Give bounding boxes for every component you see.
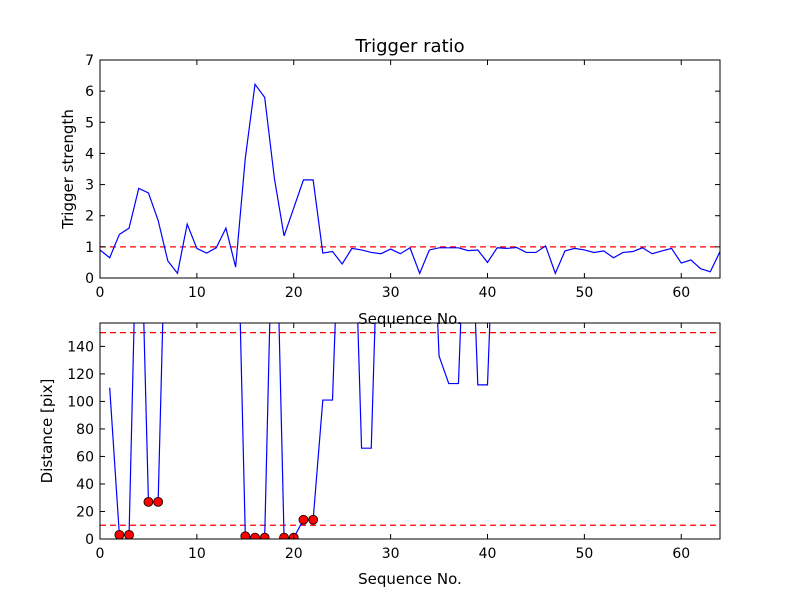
top-y-tick-label: 1 bbox=[85, 240, 94, 256]
top-x-tick-label: 0 bbox=[96, 285, 105, 301]
top-x-tick-label: 50 bbox=[575, 285, 593, 301]
bottom-axes-frame bbox=[99, 322, 721, 540]
bottom-y-tick-label: 80 bbox=[76, 422, 94, 438]
top-chart-title: Trigger ratio bbox=[354, 36, 464, 57]
bottom-x-tick-label: 30 bbox=[382, 546, 400, 562]
bottom-marker-point bbox=[114, 529, 125, 539]
bottom-marker-point bbox=[298, 514, 309, 525]
top-x-axis-label: Sequence No. bbox=[358, 310, 462, 328]
bottom-marker-point bbox=[240, 531, 251, 539]
bottom-y-tick-label: 20 bbox=[76, 504, 94, 520]
bottom-y-tick-label: 0 bbox=[85, 532, 94, 548]
bottom-x-tick-label: 10 bbox=[188, 546, 206, 562]
top-series-line-0 bbox=[100, 82, 720, 275]
bottom-marker-point bbox=[250, 532, 260, 539]
bottom-x-tick-label: 20 bbox=[285, 546, 303, 562]
bottom-y-tick-label: 120 bbox=[67, 367, 94, 383]
top-y-axis-label: Trigger strength bbox=[59, 109, 77, 230]
top-y-tick-label: 0 bbox=[85, 271, 94, 287]
top-y-tick-label: 5 bbox=[85, 115, 94, 131]
bottom-marker-point bbox=[279, 532, 289, 539]
bottom-marker-point bbox=[143, 496, 154, 507]
bottom-ticks: 0 10 20 30 40 50 60 0 20 40 60 80 100 120 140 bbox=[67, 323, 720, 562]
bottom-x-tick-label: 60 bbox=[672, 546, 690, 562]
bottom-y-tick-label: 40 bbox=[76, 477, 94, 493]
top-x-tick-label: 60 bbox=[672, 285, 690, 301]
top-x-tick-label: 40 bbox=[479, 285, 497, 301]
top-x-tick-label: 30 bbox=[382, 285, 400, 301]
bottom-plot-area bbox=[100, 323, 720, 539]
bottom-marker-point bbox=[153, 496, 164, 507]
top-y-tick-label: 6 bbox=[85, 84, 94, 100]
top-x-tick-label: 20 bbox=[285, 285, 303, 301]
bottom-x-tick-label: 50 bbox=[575, 546, 593, 562]
top-y-tick-label: 2 bbox=[85, 209, 94, 225]
bottom-marker-point bbox=[259, 532, 270, 539]
bottom-x-axis-label: Sequence No. bbox=[358, 570, 462, 588]
top-axes-frame bbox=[99, 59, 721, 279]
bottom-series-line-0 bbox=[109, 323, 491, 539]
bottom-y-tick-label: 140 bbox=[67, 339, 94, 355]
top-ticks: 0 10 20 30 40 50 60 0 1 2 3 4 5 6 7 bbox=[85, 53, 720, 301]
bottom-y-axis-label: Distance [pix] bbox=[38, 379, 56, 484]
bottom-y-tick-label: 60 bbox=[76, 449, 94, 465]
bottom-x-tick-label: 40 bbox=[479, 546, 497, 562]
bottom-marker-point bbox=[308, 514, 319, 525]
top-axes: Trigger ratio 0 10 20 30 40 50 60 0 1 2 3 4 5 6 7 Sequ… bbox=[59, 36, 721, 328]
top-plot-area bbox=[100, 82, 720, 275]
bottom-marker-point bbox=[124, 529, 134, 539]
bottom-x-tick-label: 0 bbox=[96, 546, 105, 562]
bottom-axes: 0 10 20 30 40 50 60 0 20 40 60 80 100 120 140 Sequence… bbox=[38, 322, 721, 588]
top-x-tick-label: 10 bbox=[188, 285, 206, 301]
bottom-y-tick-label: 100 bbox=[67, 394, 94, 410]
top-y-tick-label: 7 bbox=[85, 53, 94, 69]
top-y-tick-label: 3 bbox=[85, 178, 94, 194]
top-y-tick-label: 4 bbox=[85, 146, 94, 162]
